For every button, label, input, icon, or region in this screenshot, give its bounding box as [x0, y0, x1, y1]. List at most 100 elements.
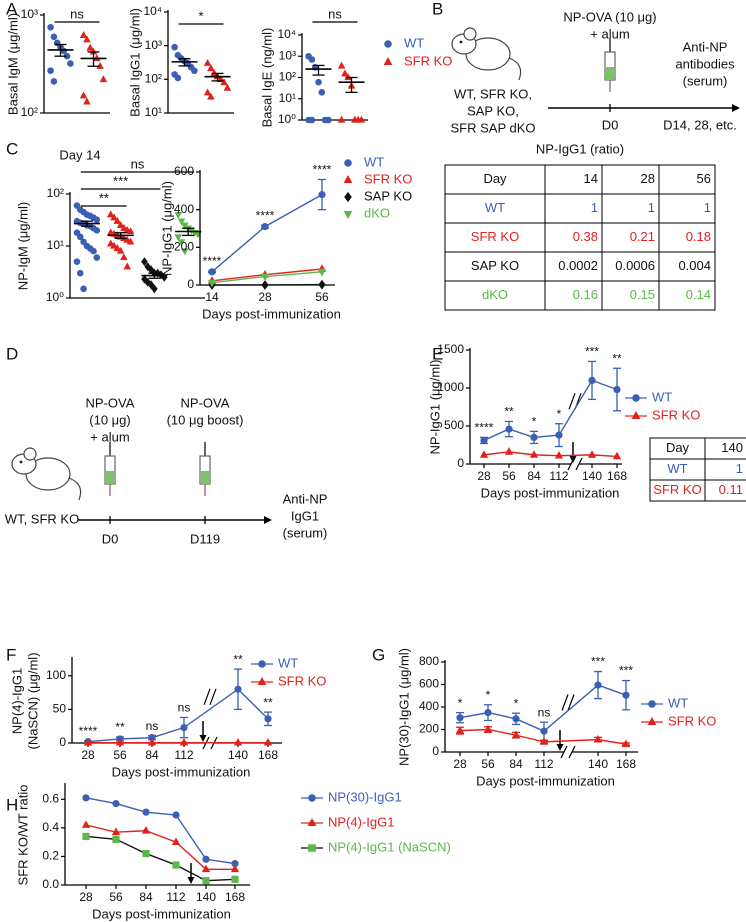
data-point	[325, 116, 332, 124]
table-cell: 0.0002	[558, 258, 598, 273]
table-title: NP-IgG1 (ratio)	[536, 141, 624, 156]
legend-label: NP(30)-IgG1	[328, 789, 402, 804]
y-tick-label: 400	[419, 699, 439, 713]
data-point	[207, 92, 215, 100]
significance: **	[99, 190, 109, 205]
x-tick-label: 84	[527, 469, 541, 483]
data-point	[479, 450, 489, 458]
schematic-text: + alum	[90, 429, 129, 444]
x-axis-label: Days post-immunization	[476, 773, 615, 788]
legend-label: NP(4)-IgG1	[328, 814, 394, 829]
series-line	[87, 688, 269, 743]
mouse-tail	[68, 477, 82, 501]
timeline-head	[732, 104, 740, 112]
data-point	[504, 447, 514, 455]
data-point	[317, 268, 327, 277]
data-point	[587, 450, 597, 458]
data-point	[308, 116, 316, 124]
arrow-head	[187, 877, 195, 884]
data-point	[480, 436, 488, 445]
significance: *	[557, 407, 562, 421]
data-point	[47, 67, 54, 75]
significance: ***	[591, 655, 605, 669]
data-point	[181, 248, 189, 256]
significance: ****	[256, 208, 275, 222]
significance: *	[532, 414, 537, 428]
data-point	[111, 827, 121, 836]
schematic-text: WT, SFR KO,	[454, 86, 532, 101]
x-tick-label: 56	[502, 469, 516, 483]
x-tick-label: 112	[534, 757, 553, 771]
y-tick-label: 600	[174, 164, 194, 178]
significance: *	[198, 8, 203, 23]
data-point	[90, 247, 97, 255]
x-tick-label: 140	[196, 890, 216, 904]
data-point	[588, 376, 596, 384]
data-point	[174, 234, 183, 242]
significance: ***	[113, 173, 128, 188]
data-point	[126, 227, 135, 235]
axis-break	[560, 745, 568, 759]
data-point	[112, 835, 120, 843]
data-point	[337, 61, 346, 69]
x-tick-label: 140	[588, 757, 608, 771]
series-line	[459, 728, 627, 745]
table-cell: 0.14	[686, 287, 711, 302]
data-point	[116, 246, 125, 254]
data-point	[357, 115, 366, 123]
data-point	[505, 425, 513, 433]
data-point	[220, 78, 228, 86]
data-point	[93, 216, 101, 224]
schematic-text: SFR SAP dKO	[450, 120, 535, 135]
data-point	[126, 237, 135, 245]
legend-label: WT	[652, 389, 672, 404]
series-line	[85, 824, 235, 870]
x-tick-label: 168	[607, 469, 627, 483]
x-axis-label: Days post-immunization	[202, 306, 341, 321]
schematic-text: (10 μg)	[89, 412, 130, 427]
data-point	[223, 83, 232, 91]
significance: ns	[538, 705, 551, 719]
x-tick-label: 168	[616, 757, 636, 771]
data-point	[96, 61, 104, 69]
x-axis-label: Days post-immunization	[481, 485, 620, 500]
legend-marker	[631, 411, 641, 420]
schematic-text: WT, SFR KO	[5, 511, 79, 526]
x-tick-label: 56	[109, 890, 123, 904]
legend-label: WT	[404, 35, 424, 50]
panel-label: H	[6, 795, 18, 814]
significance: ***	[619, 664, 633, 678]
y-tick-label: 1000	[437, 380, 464, 394]
data-point	[82, 794, 90, 802]
x-tick-label: 84	[509, 757, 523, 771]
table-border	[444, 164, 716, 311]
table-cell: WT	[485, 200, 505, 215]
y-axis-label: NP-IgM (μg/ml)	[15, 202, 30, 290]
axis-break	[575, 457, 583, 471]
data-point	[82, 832, 90, 841]
schematic-text: D119	[190, 531, 220, 546]
legend-marker	[632, 394, 640, 402]
y-tick-label: 0	[457, 456, 464, 470]
table-border	[649, 437, 746, 502]
schematic-text: antibodies	[675, 56, 735, 71]
data-point	[141, 826, 151, 834]
data-point	[172, 811, 180, 819]
x-tick-label: 112	[549, 469, 568, 483]
y-tick-label: 0.4	[42, 820, 59, 834]
significance: ****	[79, 724, 98, 738]
data-point	[79, 91, 88, 99]
y-axis-label: Basal IgG1 (μg/ml)	[127, 8, 142, 117]
data-point	[207, 64, 215, 72]
y-tick-label: 10²	[21, 105, 38, 119]
data-point	[106, 210, 115, 218]
data-point	[76, 269, 84, 277]
data-point	[174, 212, 183, 219]
data-point	[207, 279, 217, 288]
data-point	[530, 433, 538, 441]
x-tick-label: 112	[174, 748, 193, 762]
y-axis-label: (NaSCN) (μg/ml)	[25, 652, 40, 749]
data-point	[99, 75, 108, 83]
